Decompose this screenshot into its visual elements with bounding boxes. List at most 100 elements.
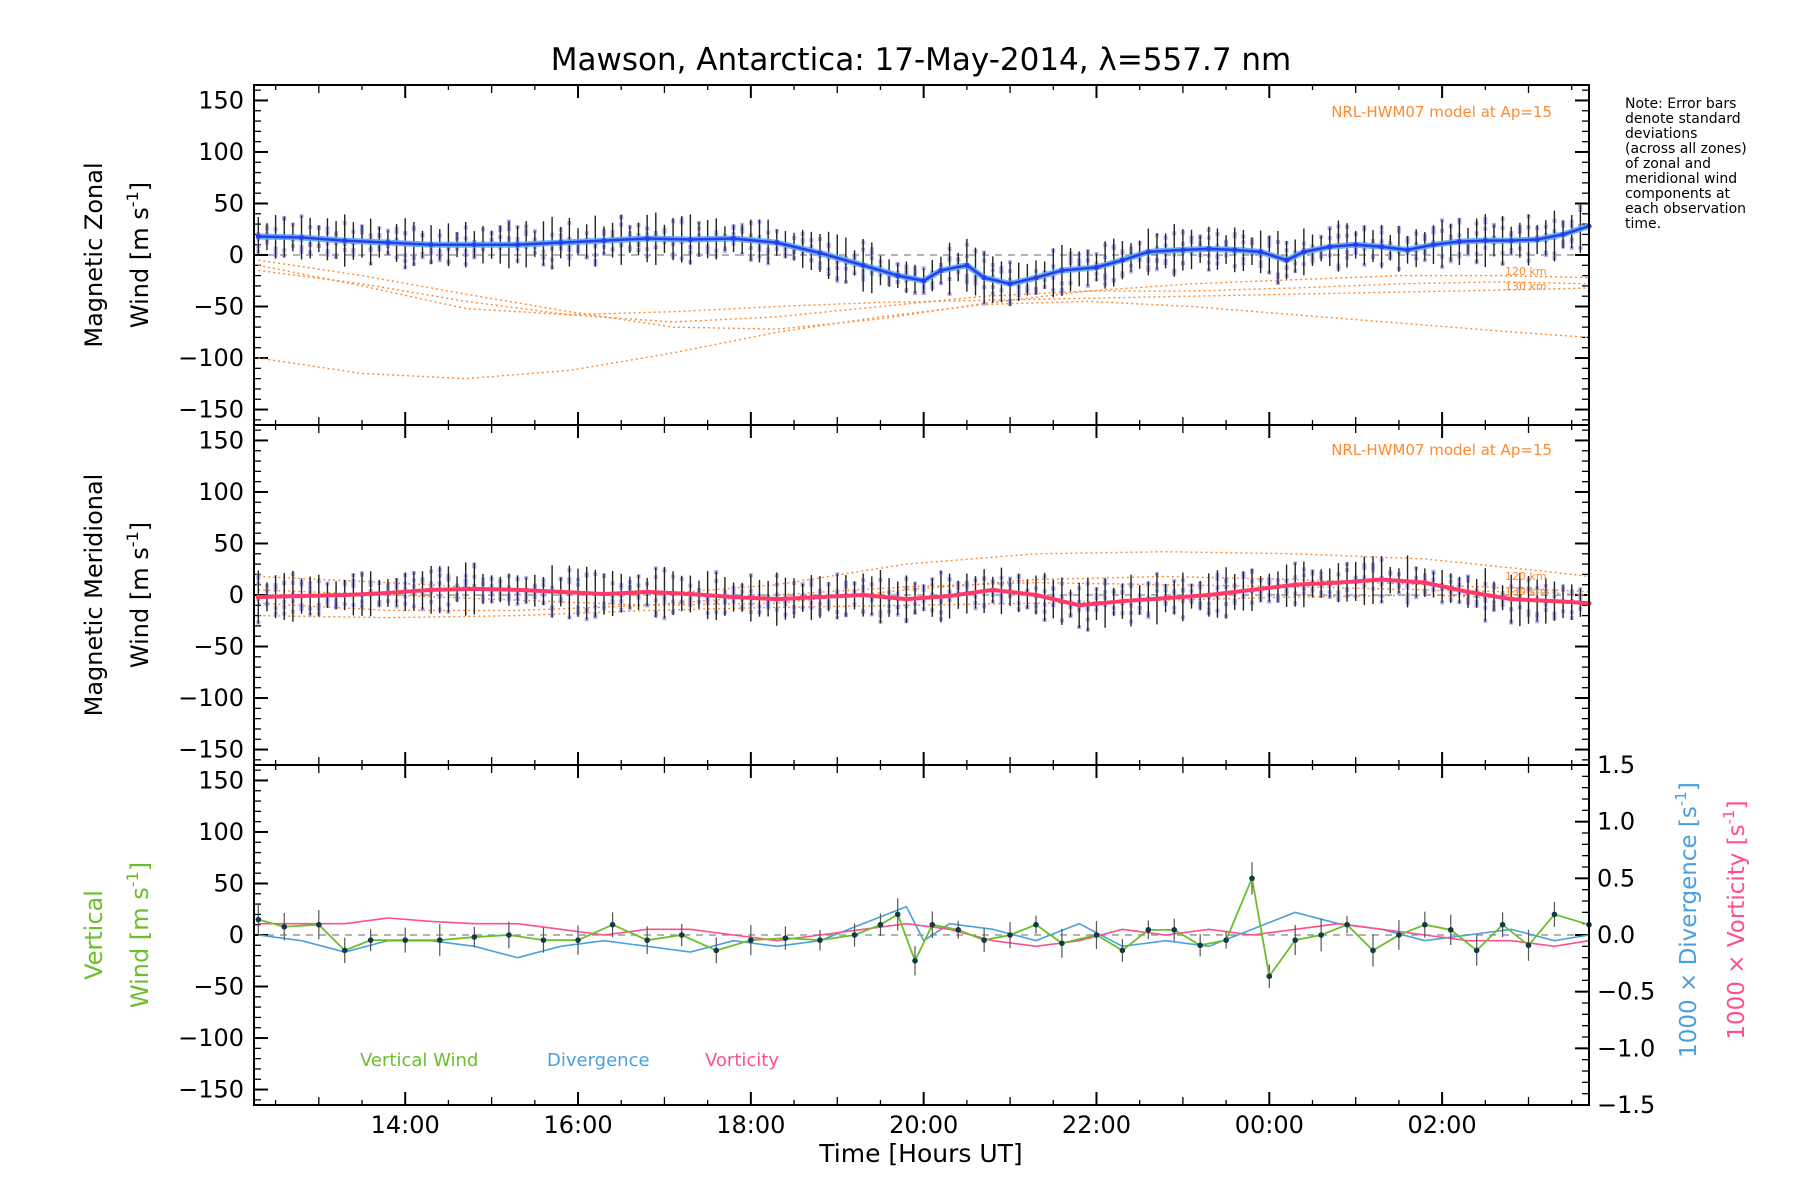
frame-vertical xyxy=(253,764,1590,1106)
meridional-point xyxy=(1508,596,1514,602)
meridional-point xyxy=(1422,580,1428,586)
zonal-point xyxy=(1379,244,1385,250)
zonal-point xyxy=(981,275,987,281)
zonal-point xyxy=(964,262,970,268)
error-bar-note: Note: Error bars denote standard deviati… xyxy=(1625,96,1747,232)
zonal-point xyxy=(1093,264,1100,270)
y2-tick-label: −1.0 xyxy=(1597,1034,1655,1062)
y-tick-label: −150 xyxy=(178,396,244,424)
vorticity-line xyxy=(258,917,1590,948)
panel-vertical-wind: 150 100 50 0 −50 −100 −150 1.5 1.0 0.5 0.0 −0.5 −1.0… xyxy=(178,751,1655,1119)
vertical-wind-point xyxy=(471,934,478,940)
vertical-wind-point xyxy=(1223,937,1229,943)
zonal-point xyxy=(1508,237,1514,244)
vertical-wind-point xyxy=(1033,921,1039,928)
vertical-wind-point xyxy=(1197,942,1203,949)
vertical-wind-point xyxy=(1551,911,1558,918)
meridional-point xyxy=(990,587,996,593)
vertical-wind-point xyxy=(1447,927,1454,933)
vertical-wind-point xyxy=(851,932,858,938)
meridional-point xyxy=(1551,598,1558,604)
y2label-divergence: 1000 × Divergence [s-1] xyxy=(1672,782,1702,1058)
vertical-wind-point xyxy=(713,947,720,954)
x-tick-label: 20:00 xyxy=(889,1111,958,1139)
meridional-point xyxy=(471,586,477,592)
model-label-meridional: NRL-HWM07 model at Ap=15 xyxy=(1331,441,1552,459)
meridional-point xyxy=(817,594,823,600)
vertical-wind-point xyxy=(1292,937,1299,943)
meridional-point xyxy=(601,591,607,597)
y-tick-label: −100 xyxy=(178,684,244,712)
zonal-point xyxy=(1180,247,1186,253)
zonal-point xyxy=(514,242,521,248)
zonal-point xyxy=(730,235,737,242)
y-tick-label: −50 xyxy=(193,973,244,1001)
zonal-point xyxy=(558,240,564,246)
zonal-point xyxy=(938,267,944,274)
x-tick-label: 14:00 xyxy=(371,1111,440,1139)
zonal-point xyxy=(471,242,477,248)
vertical-wind-point xyxy=(1422,921,1428,928)
vertical-wind-point xyxy=(894,911,901,918)
legend-vorticity: Vorticity xyxy=(705,1050,779,1071)
zonal-point xyxy=(1456,239,1462,245)
chart-title: Mawson, Antarctica: 17-May-2014, λ=557.7… xyxy=(551,42,1292,78)
zonal-point xyxy=(1232,247,1238,253)
y-tick-label: −50 xyxy=(193,633,244,661)
alt-label-zonal-120: 120 km xyxy=(1505,265,1547,278)
zonal-point xyxy=(298,234,305,241)
zonal-point xyxy=(385,240,391,246)
meridional-point xyxy=(558,589,564,595)
vertical-wind-point xyxy=(782,935,789,941)
vertical-wind-point xyxy=(1525,942,1532,949)
zonal-point xyxy=(1059,267,1065,274)
zonal-point xyxy=(428,242,434,248)
vertical-wind-point xyxy=(575,937,581,943)
vertical-wind-point xyxy=(402,937,409,943)
vertical-wind-point xyxy=(817,937,823,943)
vertical-wind-point xyxy=(1318,932,1324,938)
zonal-point xyxy=(687,236,693,243)
zonal-point xyxy=(1145,249,1151,255)
meridional-point xyxy=(342,592,348,598)
y-tick-label: 100 xyxy=(198,818,244,846)
meridional-point xyxy=(1206,592,1212,598)
alt-label-zonal-130: 130 km xyxy=(1505,280,1547,293)
zonal-point xyxy=(1033,275,1039,281)
zonal-point xyxy=(1327,244,1333,250)
y-tick-label: 50 xyxy=(213,869,244,897)
x-tick-label: 02:00 xyxy=(1408,1111,1477,1139)
zonal-point xyxy=(1007,281,1013,287)
y-tick-label: 150 xyxy=(198,426,244,454)
zonal-point xyxy=(1206,246,1212,252)
alt-label-meridional-120: 120 km xyxy=(1505,570,1547,583)
vertical-wind-point xyxy=(1171,927,1178,933)
y-tick-label: −150 xyxy=(178,1076,244,1104)
meridional-point xyxy=(1292,582,1298,588)
zonal-point xyxy=(1430,242,1437,248)
meridional-point xyxy=(1163,595,1169,601)
zonal-point xyxy=(342,237,348,244)
vertical-wind-point xyxy=(609,921,616,928)
meridional-point xyxy=(298,593,305,599)
meridional-point xyxy=(903,596,909,602)
vertical-wind-point xyxy=(1119,947,1126,954)
meridional-point xyxy=(644,589,650,595)
vertical-wind-point xyxy=(540,937,547,943)
ylabel-meridional-line2: Wind [m s-1] xyxy=(123,522,154,668)
y-tick-label: 150 xyxy=(198,86,244,114)
vertical-wind-point xyxy=(981,937,987,943)
vertical-wind-point xyxy=(678,932,685,938)
vertical-wind-point xyxy=(506,932,512,938)
vertical-wind-point xyxy=(436,937,443,943)
meridional-point xyxy=(1249,587,1255,593)
zonal-point xyxy=(255,233,261,240)
y-tick-label: −50 xyxy=(193,293,244,321)
meridional-point xyxy=(774,596,780,602)
vertical-wind-point xyxy=(748,937,754,943)
y-tick-label: 50 xyxy=(213,189,244,217)
y-tick-label: 0 xyxy=(229,921,244,949)
y2-tick-label: 1.0 xyxy=(1597,808,1635,836)
y-tick-label: 50 xyxy=(213,529,244,557)
meridional-point xyxy=(1379,576,1385,583)
